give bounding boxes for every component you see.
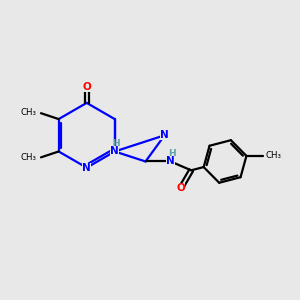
Text: H: H bbox=[168, 149, 176, 158]
Text: CH₃: CH₃ bbox=[21, 153, 37, 162]
Text: N: N bbox=[166, 157, 175, 166]
Text: O: O bbox=[82, 82, 91, 92]
Text: N: N bbox=[160, 130, 169, 140]
Text: O: O bbox=[176, 183, 185, 193]
Text: N: N bbox=[110, 146, 119, 157]
Text: H: H bbox=[112, 139, 120, 148]
Text: CH₃: CH₃ bbox=[266, 152, 282, 160]
Text: CH₃: CH₃ bbox=[21, 108, 37, 117]
Text: N: N bbox=[82, 163, 91, 173]
